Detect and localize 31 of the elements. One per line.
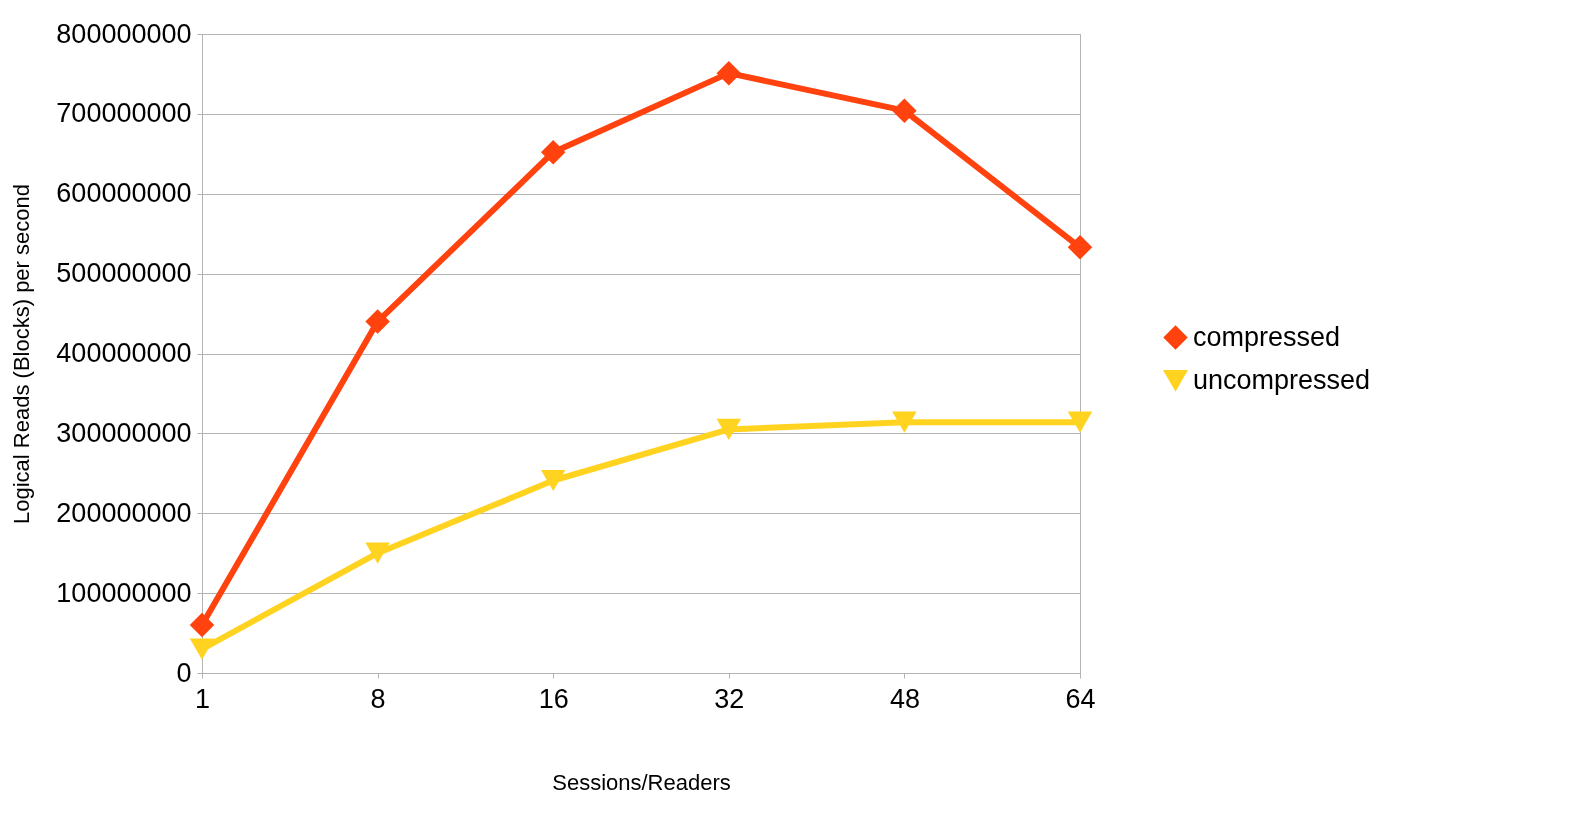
- point: [540, 139, 566, 165]
- point: [365, 309, 390, 334]
- point: [365, 542, 390, 564]
- point: [716, 60, 742, 86]
- point: [1067, 411, 1093, 433]
- y-tick-label: 800000000: [56, 18, 192, 49]
- point: [892, 411, 917, 433]
- y-tick-label: 200000000: [56, 497, 192, 528]
- x-tick-label: 48: [889, 683, 920, 714]
- x-tick-label: 32: [714, 683, 745, 714]
- x-tick-label: 16: [538, 683, 569, 714]
- y-axis-title: Logical Reads (Blocks) per second: [9, 184, 35, 524]
- x-axis-title: Sessions/Readers: [552, 769, 731, 795]
- y-tick-label: 400000000: [56, 338, 192, 368]
- y-tick-label: 500000000: [56, 258, 192, 289]
- y-tick-label: 300000000: [56, 417, 192, 448]
- point: [189, 638, 215, 660]
- x-tick-label: 8: [370, 683, 386, 714]
- point: [540, 469, 566, 492]
- point: [1067, 235, 1093, 260]
- x-tick-label: 64: [1065, 683, 1096, 714]
- y-tick-label: 600000000: [56, 178, 192, 209]
- legend-label: compressed: [1193, 321, 1341, 352]
- point: [716, 418, 742, 440]
- x-tick-label: 1: [194, 683, 211, 714]
- y-tick-label: 100000000: [56, 577, 192, 608]
- y-tick-label: 700000000: [56, 98, 192, 129]
- point: [189, 612, 215, 638]
- point: [892, 98, 917, 123]
- legend-label: uncompressed: [1193, 364, 1371, 395]
- y-tick-label: 0: [176, 657, 192, 688]
